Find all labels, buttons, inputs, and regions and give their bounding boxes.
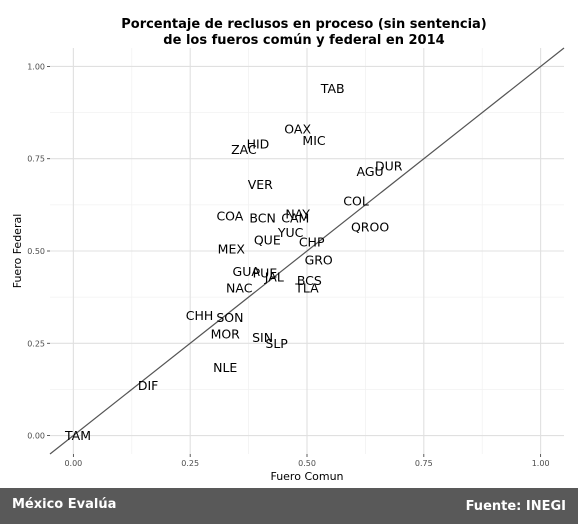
point-label-col: COL xyxy=(343,194,369,209)
point-label-mic: MIC xyxy=(302,133,325,148)
x-axis-label: Fuero Comun xyxy=(270,470,343,483)
point-label-gro: GRO xyxy=(305,253,333,268)
point-label-chh: CHH xyxy=(186,308,214,323)
point-label-zac: ZAC xyxy=(231,142,257,157)
point-label-bcn: BCN xyxy=(249,210,275,225)
y-tick-label: 0.75 xyxy=(27,155,45,164)
point-label-tla: TLA xyxy=(294,280,319,295)
chart-title-line-2: de los fueros común y federal en 2014 xyxy=(163,33,444,48)
y-tick-label: 0.00 xyxy=(27,432,45,441)
point-label-coa: COA xyxy=(216,208,243,223)
chart-title-line-1: Porcentaje de reclusos en proceso (sin s… xyxy=(121,17,487,32)
point-label-mex: MEX xyxy=(218,242,246,257)
x-tick-label: 0.00 xyxy=(64,459,82,468)
point-label-nle: NLE xyxy=(213,360,237,375)
x-tick-label: 0.75 xyxy=(415,459,433,468)
y-tick-label: 0.25 xyxy=(27,339,45,348)
point-label-son: SON xyxy=(216,310,243,325)
x-tick-label: 0.50 xyxy=(298,459,316,468)
point-label-que: QUE xyxy=(254,232,281,247)
footer-brand: México Evalúa xyxy=(12,497,116,512)
y-tick-label: 1.00 xyxy=(27,62,45,71)
point-label-tab: TAB xyxy=(320,81,345,96)
y-tick-label: 0.50 xyxy=(27,247,45,256)
point-label-mor: MOR xyxy=(211,327,241,342)
point-label-slp: SLP xyxy=(265,336,288,351)
footer-bar: México Evalúa Fuente: INEGI xyxy=(0,488,578,524)
point-label-agu: AGU xyxy=(356,164,383,179)
point-label-jal: JAL xyxy=(264,269,284,284)
point-label-nac: NAC xyxy=(226,280,253,295)
y-axis-label: Fuero Federal xyxy=(11,214,24,289)
point-label-tam: TAM xyxy=(64,428,91,443)
point-label-ver: VER xyxy=(248,177,273,192)
point-label-chp: CHP xyxy=(299,234,325,249)
footer-source: Fuente: INEGI xyxy=(466,499,566,514)
point-label-dif: DIF xyxy=(138,378,159,393)
point-label-qroo: QROO xyxy=(351,220,389,235)
x-tick-label: 1.00 xyxy=(532,459,550,468)
point-label-cam: CAM xyxy=(281,210,309,225)
x-tick-label: 0.25 xyxy=(181,459,199,468)
scatter-chart: Porcentaje de reclusos en proceso (sin s… xyxy=(0,0,578,488)
